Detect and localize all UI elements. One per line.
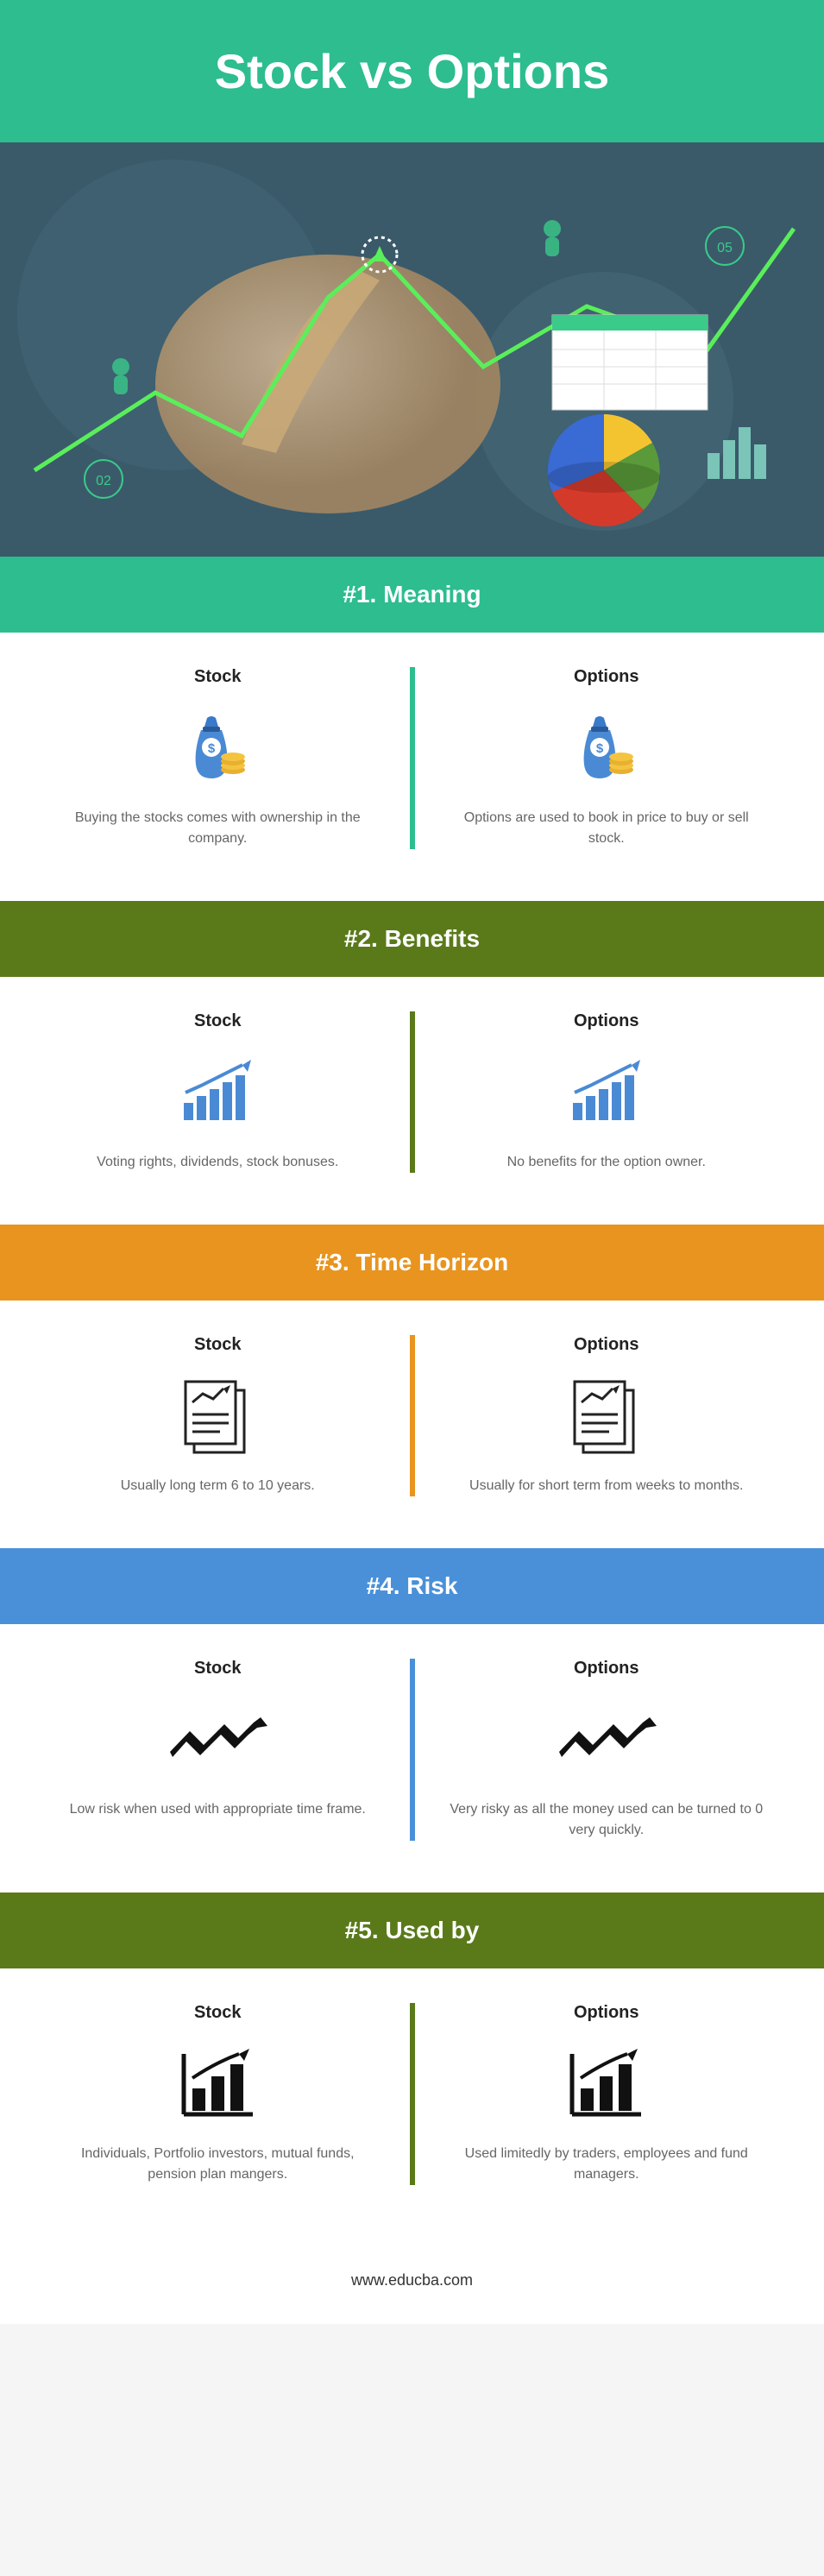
moneybag-icon: $ — [450, 709, 764, 786]
col-options: Options Usually for short term from week… — [424, 1335, 790, 1496]
growthbars-icon — [450, 2044, 764, 2122]
col-stock: Stock $ Buying the stocks comes with own… — [35, 667, 401, 849]
col-title-stock: Stock — [60, 667, 375, 687]
col-stock: Stock Individuals, Portfolio investors, … — [35, 2003, 401, 2185]
col-text-stock: Low risk when used with appropriate time… — [60, 1799, 375, 1820]
divider — [410, 1335, 415, 1496]
footer-url: www.educba.com — [0, 2237, 824, 2324]
document-icon — [60, 1376, 375, 1454]
barchart-icon — [60, 1053, 375, 1131]
svg-text:$: $ — [208, 741, 216, 756]
col-options: Options Very risky as all the money used… — [424, 1659, 790, 1841]
divider — [410, 1659, 415, 1841]
section-body-s5: Stock Individuals, Portfolio investors, … — [0, 1968, 824, 2237]
svg-text:05: 05 — [717, 241, 733, 255]
col-text-stock: Usually long term 6 to 10 years. — [60, 1476, 375, 1496]
section-body-s1: Stock $ Buying the stocks comes with own… — [0, 633, 824, 901]
col-text-options: Usually for short term from weeks to mon… — [450, 1476, 764, 1496]
document-icon — [450, 1376, 764, 1454]
col-title-stock: Stock — [60, 1011, 375, 1031]
barchart-icon — [450, 1053, 764, 1131]
col-options: Options No benefits for the option owner… — [424, 1011, 790, 1173]
col-title-stock: Stock — [60, 1659, 375, 1678]
col-title-options: Options — [450, 2003, 764, 2023]
col-options: Options Used limitedly by traders, emplo… — [424, 2003, 790, 2185]
col-text-stock: Individuals, Portfolio investors, mutual… — [60, 2144, 375, 2185]
section-header-s3: #3. Time Horizon — [0, 1225, 824, 1301]
section-header-s5: #5. Used by — [0, 1893, 824, 1968]
col-stock: Stock Voting rights, dividends, stock bo… — [35, 1011, 401, 1173]
col-title-options: Options — [450, 667, 764, 687]
section-body-s3: Stock Usually long term 6 to 10 years. O… — [0, 1301, 824, 1548]
svg-text:$: $ — [596, 741, 604, 756]
section-header-s2: #2. Benefits — [0, 901, 824, 977]
col-stock: Stock Usually long term 6 to 10 years. — [35, 1335, 401, 1496]
col-text-stock: Voting rights, dividends, stock bonuses. — [60, 1152, 375, 1173]
section-header-s4: #4. Risk — [0, 1548, 824, 1624]
zigzag-icon — [60, 1700, 375, 1778]
divider — [410, 667, 415, 849]
page-title: Stock vs Options — [0, 0, 824, 142]
col-text-stock: Buying the stocks comes with ownership i… — [60, 808, 375, 849]
hero-image: 05 02 — [0, 142, 824, 557]
col-text-options: Used limitedly by traders, employees and… — [450, 2144, 764, 2185]
zigzag-icon — [450, 1700, 764, 1778]
col-stock: Stock Low risk when used with appropriat… — [35, 1659, 401, 1841]
col-text-options: Options are used to book in price to buy… — [450, 808, 764, 849]
col-title-options: Options — [450, 1659, 764, 1678]
col-title-stock: Stock — [60, 1335, 375, 1355]
divider — [410, 2003, 415, 2185]
section-body-s2: Stock Voting rights, dividends, stock bo… — [0, 977, 824, 1225]
col-text-options: Very risky as all the money used can be … — [450, 1799, 764, 1841]
section-body-s4: Stock Low risk when used with appropriat… — [0, 1624, 824, 1893]
svg-text:02: 02 — [96, 474, 111, 488]
divider — [410, 1011, 415, 1173]
growthbars-icon — [60, 2044, 375, 2122]
col-title-stock: Stock — [60, 2003, 375, 2023]
col-options: Options $ Options are used to book in pr… — [424, 667, 790, 849]
col-title-options: Options — [450, 1011, 764, 1031]
moneybag-icon: $ — [60, 709, 375, 786]
section-header-s1: #1. Meaning — [0, 557, 824, 633]
col-text-options: No benefits for the option owner. — [450, 1152, 764, 1173]
col-title-options: Options — [450, 1335, 764, 1355]
